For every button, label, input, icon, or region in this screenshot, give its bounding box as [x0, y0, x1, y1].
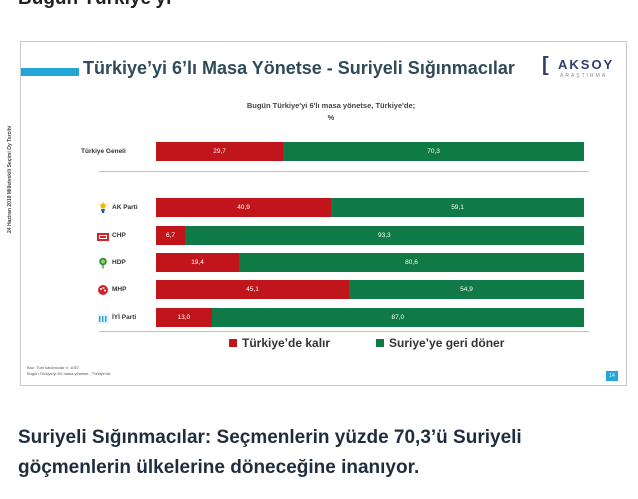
stacked-bar: 40,9 59,1	[156, 198, 584, 217]
data-label: 19,4	[191, 259, 204, 266]
data-label: 45,1	[246, 286, 259, 293]
source-note: Baz: Tüm katılımcılar n: 1057 Bugün Türk…	[27, 365, 111, 377]
data-label: 40,9	[237, 204, 250, 211]
legend-label-stay: Türkiye’de kalır	[242, 336, 331, 350]
source-line-1: Baz: Tüm katılımcılar n: 1057	[27, 365, 79, 370]
stacked-bar: 45,1 54,9	[156, 280, 584, 299]
bar-segment-stay: 13,0	[156, 308, 212, 327]
subtitle-line-1: Bugün Türkiye'yi 6'lı masa yönetse, Türk…	[246, 101, 416, 110]
bar-segment-return: 54,9	[349, 280, 584, 299]
data-label: 80,6	[405, 259, 418, 266]
separator-line	[99, 171, 589, 172]
legend-swatch-green	[376, 339, 384, 347]
source-line-2: Bugün Türkiye'yi 6'lı masa yönetse , Tür…	[27, 371, 112, 376]
vote-preference-side-label: 24 Haziran 2018 Milletvekili Seçimi Oy T…	[7, 125, 13, 233]
ak-parti-logo-icon	[97, 201, 108, 213]
legend-label-return: Suriye’ye geri döner	[389, 336, 505, 350]
bar-segment-return: 93,3	[184, 226, 584, 245]
bar-segment-return: 59,1	[331, 198, 584, 217]
category-label: HDP	[112, 259, 126, 266]
page-number-badge: 14	[606, 371, 618, 381]
data-label: 93,3	[378, 232, 391, 239]
category-label: AK Parti	[112, 204, 138, 211]
bar-segment-stay: 19,4	[156, 253, 240, 272]
bar-segment-return: 80,6	[239, 253, 584, 272]
article-top-fragment: Bugün Türkiye'yi	[18, 0, 171, 10]
stacked-bar: 19,4 80,6	[156, 253, 584, 272]
stacked-bar: 29,7 70,3	[156, 142, 584, 161]
bar-segment-return: 87,0	[211, 308, 584, 327]
chart-subtitle: Bugün Türkiye'yi 6'lı masa yönetse, Türk…	[21, 100, 638, 124]
article-caption: Suriyeli Sığınmacılar: Seçmenlerin yüzde…	[18, 427, 522, 478]
data-label: 13,0	[177, 314, 191, 321]
stacked-bar: 13,0 87,0	[156, 308, 584, 327]
title-accent-bar	[21, 68, 79, 76]
iyi-parti-logo-icon	[97, 311, 109, 324]
stacked-bar: 6,7 93,3	[156, 226, 584, 245]
slide-title: Türkiye’yi 6’lı Masa Yönetse - Suriyeli …	[83, 58, 515, 78]
chp-logo-icon	[97, 229, 109, 241]
logo-subtext: ARAŞTIRMA	[560, 73, 608, 79]
category-label: CHP	[112, 232, 126, 239]
data-label: 87,0	[391, 314, 405, 321]
bar-segment-stay: 29,7	[156, 142, 284, 161]
subtitle-line-2: %	[327, 113, 335, 122]
data-label: 70,3	[427, 148, 440, 155]
data-label: 29,7	[213, 148, 226, 155]
bar-segment-return: 70,3	[283, 142, 584, 161]
data-label: 6,7	[166, 232, 176, 239]
mhp-logo-icon	[97, 283, 108, 295]
legend-item-return: Suriye’ye geri döner	[376, 336, 504, 350]
aksoy-logo: [ AKSOY ARAŞTIRMA	[542, 54, 618, 82]
bar-segment-stay: 45,1	[156, 280, 350, 299]
category-label: İYİ Parti	[112, 314, 137, 321]
data-label: 59,1	[451, 204, 464, 211]
category-label: Türkiye Geneli	[81, 148, 126, 155]
separator-line	[99, 331, 589, 332]
chart-slide: Türkiye’yi 6’lı Masa Yönetse - Suriyeli …	[7, 41, 627, 386]
legend-swatch-red	[229, 339, 237, 347]
chart-legend: Türkiye’de kalır Suriye’ye geri döner	[21, 336, 626, 354]
logo-text: AKSOY	[558, 57, 615, 72]
data-label: 54,9	[460, 286, 473, 293]
category-label: MHP	[112, 286, 127, 293]
legend-item-stay: Türkiye’de kalır	[229, 336, 330, 350]
hdp-logo-icon	[97, 256, 107, 269]
logo-mark-icon: [	[542, 54, 549, 76]
bar-segment-stay: 6,7	[156, 226, 185, 245]
bar-segment-stay: 40,9	[156, 198, 332, 217]
